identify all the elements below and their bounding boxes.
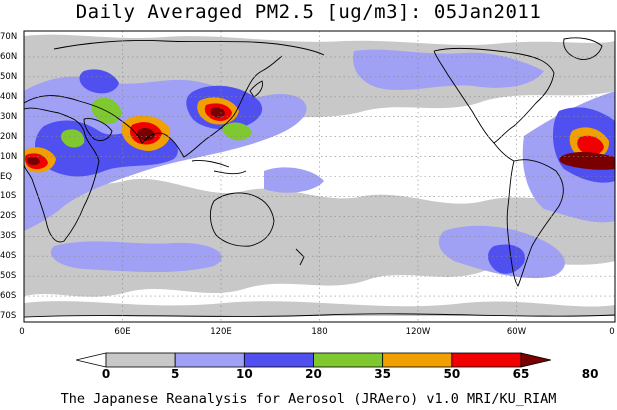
colorbar-level-label: 35	[374, 367, 392, 381]
lon-tick-label: 120W	[405, 327, 431, 337]
lat-tick-label: 70N	[0, 32, 18, 42]
lat-tick-label: 60N	[0, 51, 18, 62]
colorbar-level-label: 5	[170, 367, 180, 381]
lat-tick-label: 10S	[0, 191, 17, 202]
south-america-coastline	[506, 159, 564, 287]
lat-tick-label: 20N	[0, 131, 18, 142]
lat-tick-label: 30N	[0, 111, 18, 122]
lat-tick-label: 20S	[0, 211, 17, 222]
eurasia-north-coastline	[53, 40, 325, 56]
colorbar-level-label: 80	[581, 367, 599, 381]
lon-tick-label: 0	[609, 327, 615, 337]
colorbar-level-label: 65	[512, 367, 530, 381]
colorbar	[76, 352, 551, 368]
concentration-field	[24, 34, 615, 316]
colorbar-level-label: 0	[101, 367, 111, 381]
japan-coastline	[249, 80, 263, 98]
eurasia-coastline	[23, 55, 283, 158]
lat-tick-label: 50N	[0, 71, 18, 82]
lat-tick-label: 50S	[0, 271, 17, 282]
australia-coastline	[209, 192, 275, 247]
lon-tick-label: 120E	[210, 327, 232, 337]
colorbar-level-label: 50	[443, 367, 461, 381]
colorbar-min-triangle	[76, 352, 107, 368]
antarctica-coastline	[23, 313, 616, 318]
new-zealand-coastline	[295, 248, 305, 266]
graticule	[24, 31, 615, 322]
lon-tick-label: 60E	[114, 327, 131, 337]
arabia-coastline	[83, 118, 113, 142]
colorbar-level-label: 20	[305, 367, 322, 381]
lon-tick-label: 60W	[506, 327, 527, 337]
greenland-coastline	[563, 37, 603, 60]
pm25-map	[23, 30, 616, 323]
lat-tick-label: 30S	[0, 231, 17, 242]
lat-tick-label: 40N	[0, 91, 18, 102]
lon-tick-label: 180	[311, 327, 328, 337]
coastlines	[23, 37, 616, 318]
colorbar-max-triangle	[520, 352, 551, 368]
central-america-coastline	[493, 142, 515, 162]
lat-tick-label: 70S	[0, 311, 17, 321]
africa-coastline	[23, 107, 100, 243]
colorbar-segment	[451, 352, 522, 368]
lon-tick-label: 0	[19, 327, 25, 337]
colorbar-segment	[174, 352, 245, 368]
lat-tick-label: 40S	[0, 251, 17, 262]
lat-tick-label: EQ	[0, 171, 13, 182]
lat-tick-label: 60S	[0, 291, 17, 302]
colorbar-segment	[105, 352, 176, 368]
footer-credit: The Japanese Reanalysis for Aerosol (JRA…	[60, 391, 557, 407]
map-frame	[23, 30, 616, 323]
north-america-coastline	[433, 47, 555, 144]
maritime-continent-coastline	[191, 160, 247, 175]
colorbar-segment	[313, 352, 384, 368]
colorbar-segment	[243, 352, 314, 368]
lat-tick-label: 10N	[0, 151, 18, 162]
colorbar-segment	[382, 352, 453, 368]
colorbar-level-label: 10	[235, 367, 253, 381]
map-title: Daily Averaged PM2.5 [ug/m3]: 05Jan2011	[75, 1, 542, 23]
